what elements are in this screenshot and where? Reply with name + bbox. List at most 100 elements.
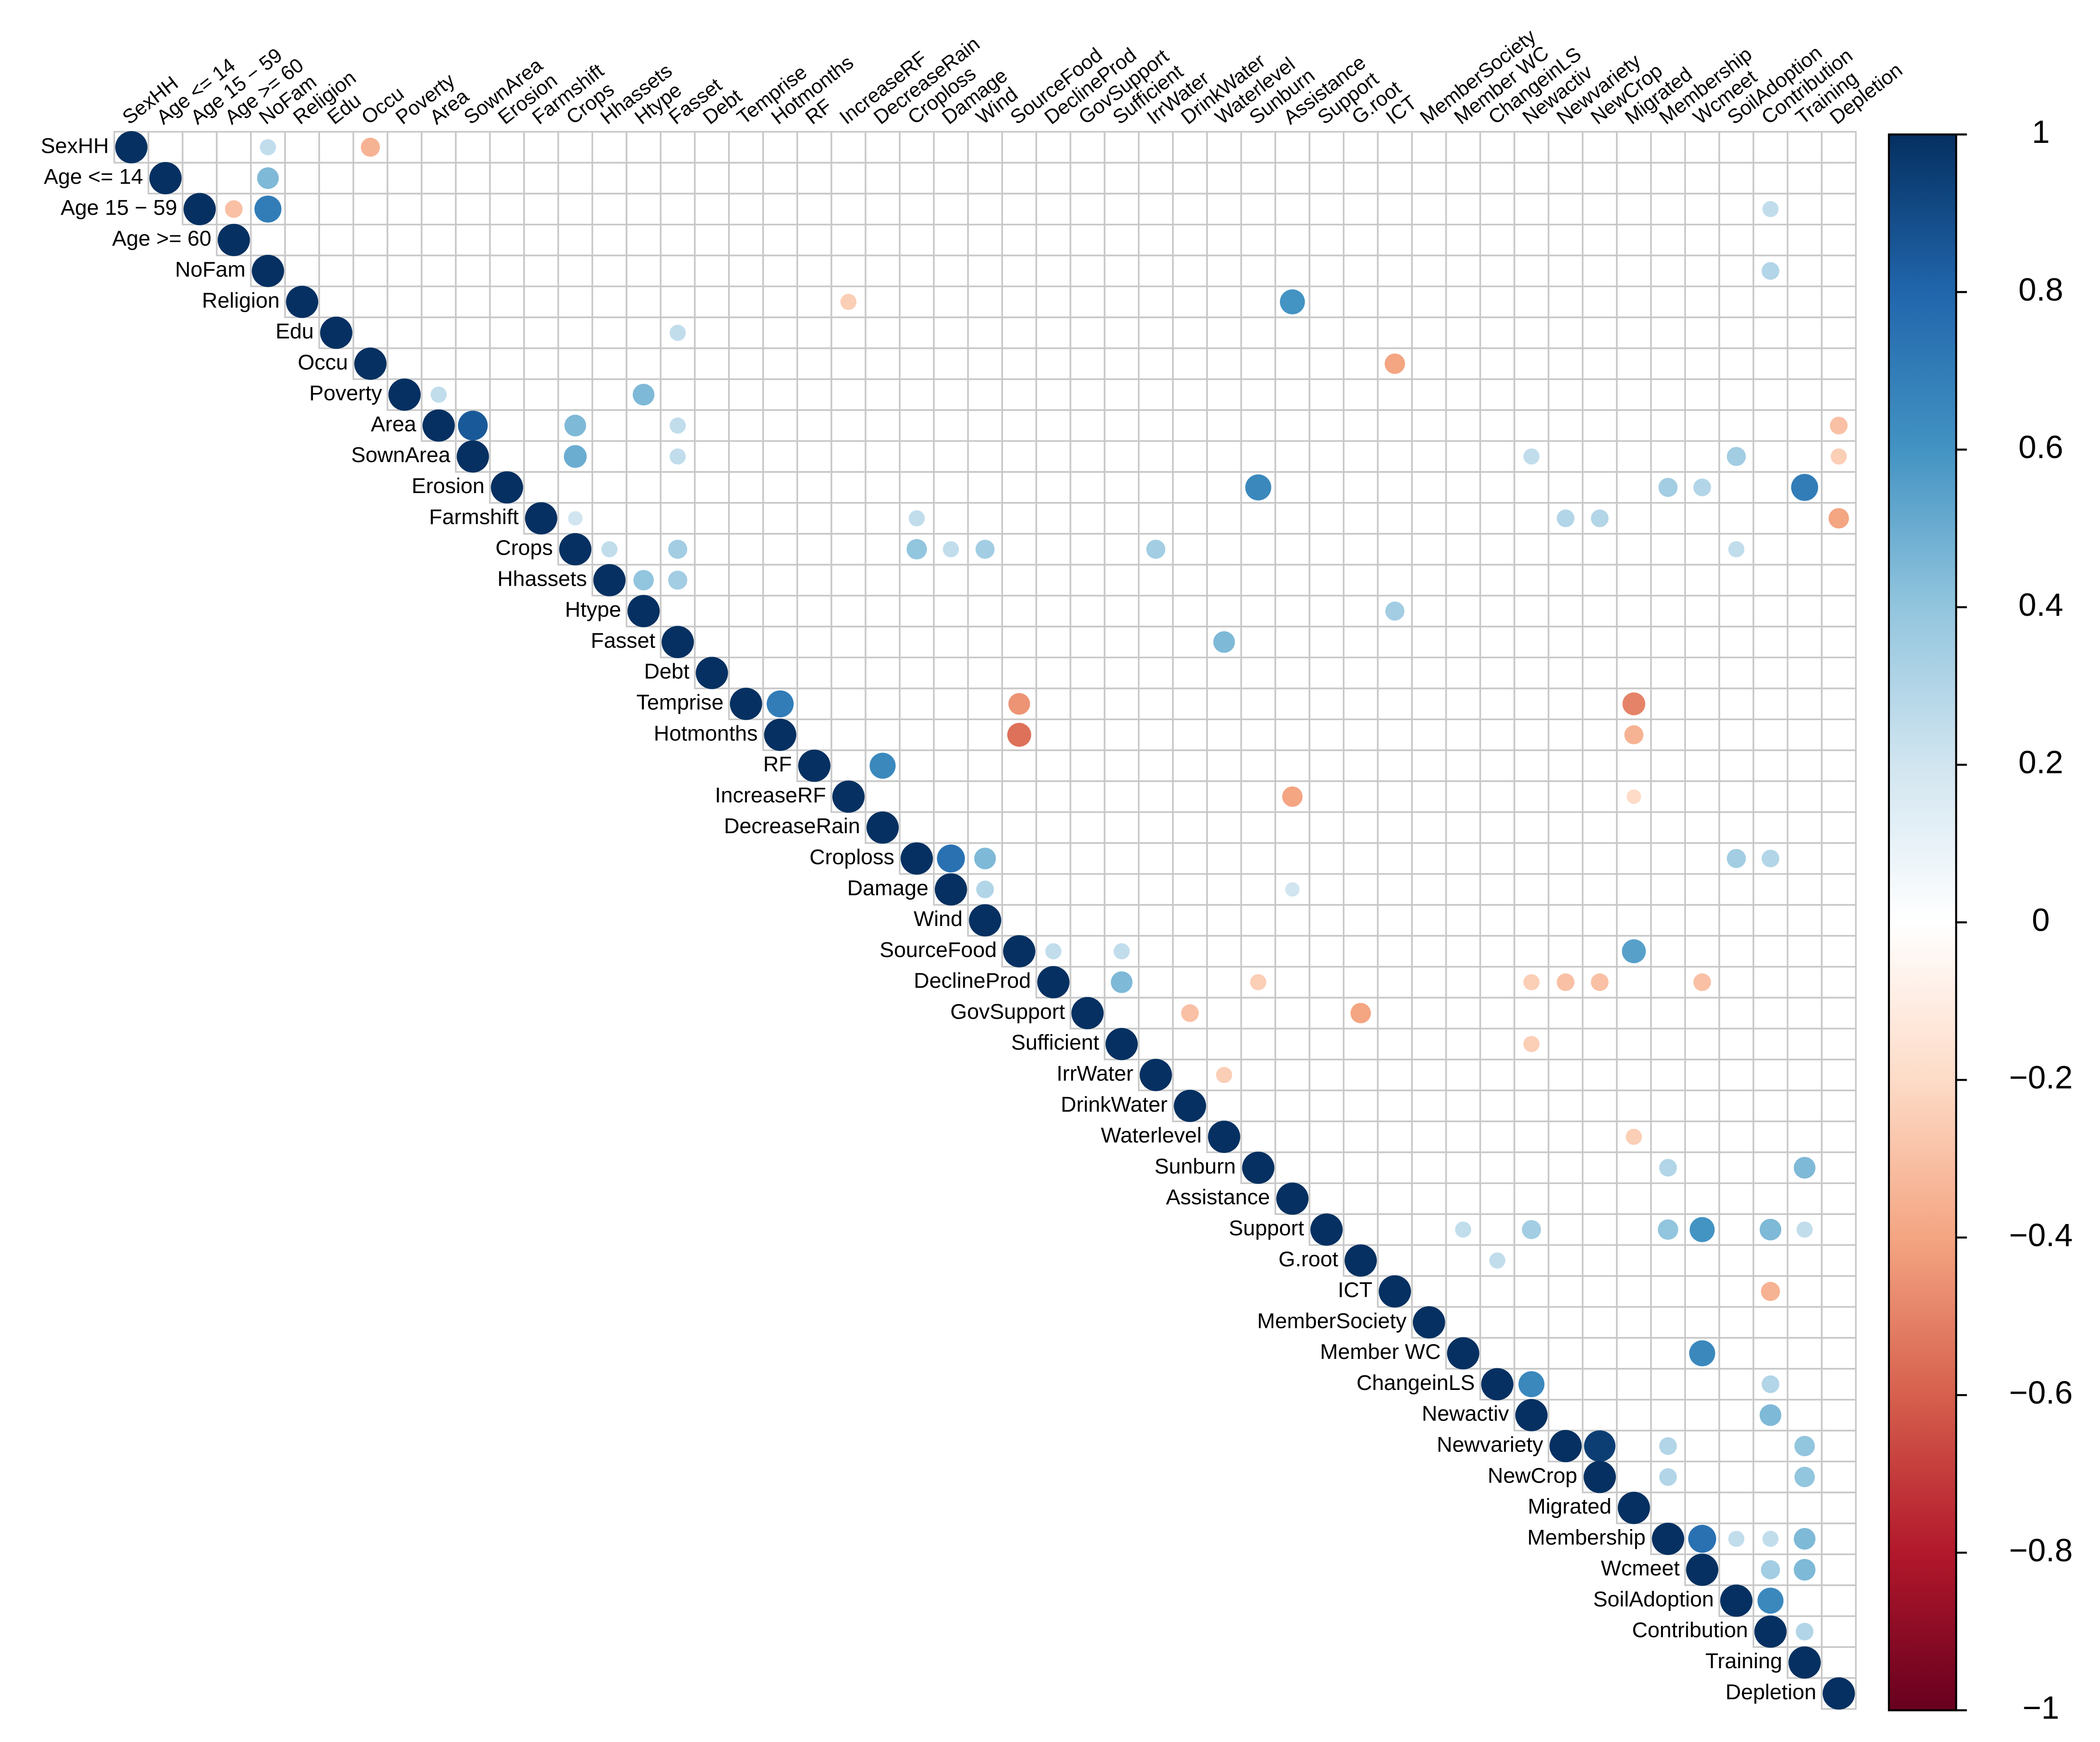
grid-cell: [1274, 904, 1310, 937]
correlation-dot: [601, 541, 618, 557]
row-label: Age >= 60: [112, 227, 212, 251]
grid-cell: [1240, 842, 1277, 875]
grid-cell: [1616, 1244, 1652, 1277]
correlation-dot: [906, 539, 927, 560]
grid-cell: [831, 718, 867, 751]
grid-cell: [1787, 811, 1823, 844]
grid-cell: [1240, 687, 1277, 721]
grid-cell: [967, 347, 1003, 380]
grid-cell: [1445, 409, 1481, 442]
grid-cell: [1616, 193, 1652, 226]
grid-cell: [1684, 1399, 1720, 1432]
grid-cell: [1309, 285, 1345, 318]
correlation-dot: [458, 410, 488, 440]
row-label: Area: [371, 412, 416, 436]
grid-cell: [1377, 842, 1413, 875]
grid-cell: [1752, 533, 1788, 566]
grid-cell: [933, 471, 969, 504]
grid-cell: [762, 285, 798, 318]
grid-cell: [1172, 378, 1208, 411]
grid-cell: [1001, 533, 1037, 566]
grid-cell: [1035, 502, 1072, 535]
grid-cell: [1172, 254, 1208, 287]
grid-cell: [1274, 657, 1310, 690]
grid-cell: [1582, 1213, 1618, 1246]
grid-cell: [1104, 904, 1140, 937]
grid-cell: [694, 378, 730, 411]
grid-cell: [831, 162, 867, 195]
grid-cell: [1616, 1275, 1652, 1308]
grid-cell: [796, 162, 832, 195]
row-label: NewCrop: [1488, 1463, 1577, 1487]
grid-cell: [454, 347, 491, 380]
grid-cell: [1035, 533, 1072, 566]
grid-cell: [1035, 687, 1072, 721]
grid-cell: [557, 254, 594, 287]
grid-cell: [557, 223, 594, 257]
grid-cell: [831, 409, 867, 442]
grid-cell: [1240, 162, 1277, 195]
grid-cell: [1582, 687, 1618, 721]
correlation-dot: [866, 811, 899, 844]
grid-cell: [1172, 935, 1208, 968]
grid-cell: [933, 193, 969, 226]
grid-cell: [1343, 223, 1379, 257]
grid-cell: [1445, 502, 1481, 535]
grid-cell: [1274, 965, 1310, 999]
grid-cell: [1752, 965, 1788, 999]
grid-cell: [1650, 162, 1686, 195]
grid-cell: [967, 811, 1003, 844]
grid-cell: [1172, 718, 1208, 751]
grid-cell: [1104, 502, 1140, 535]
correlation-dot: [1384, 353, 1405, 374]
grid-cell: [1138, 502, 1174, 535]
grid-cell: [1582, 285, 1618, 318]
grid-cell: [1650, 1368, 1686, 1401]
grid-cell: [933, 718, 969, 751]
grid-cell: [1206, 502, 1242, 535]
correlation-dot: [943, 541, 959, 557]
grid-cell: [1821, 1460, 1857, 1493]
grid-cell: [1616, 223, 1652, 257]
correlation-dot: [1762, 1530, 1779, 1547]
grid-cell: [1582, 471, 1618, 504]
grid-cell: [1582, 718, 1618, 751]
correlation-dot: [1139, 1059, 1172, 1091]
grid-cell: [1821, 687, 1857, 721]
grid-cell: [864, 223, 901, 257]
correlation-dot: [1591, 973, 1609, 991]
grid-cell: [421, 162, 457, 195]
grid-cell: [1309, 1090, 1345, 1122]
correlation-dot: [1105, 1028, 1138, 1060]
grid-cell: [1343, 965, 1379, 999]
grid-cell: [557, 471, 594, 504]
correlation-dot: [1757, 1587, 1784, 1614]
grid-cell: [1240, 935, 1277, 968]
grid-cell: [762, 502, 798, 535]
grid-cell: [1616, 440, 1652, 473]
correlation-dot: [1828, 508, 1849, 529]
grid-cell: [1752, 285, 1788, 318]
grid-cell: [1650, 502, 1686, 535]
grid-cell: [1752, 409, 1788, 442]
grid-cell: [796, 502, 832, 535]
correlation-dot: [1037, 966, 1070, 998]
grid-cell: [1787, 842, 1823, 875]
grid-cell: [1104, 687, 1140, 721]
correlation-dot: [1728, 1530, 1745, 1547]
grid-cell: [523, 316, 559, 349]
correlation-dot: [1622, 939, 1646, 964]
grid-cell: [1718, 502, 1755, 535]
grid-cell: [1411, 131, 1447, 164]
grid-cell: [1513, 254, 1550, 287]
grid-cell: [1069, 502, 1105, 535]
grid-cell: [1752, 1491, 1788, 1524]
grid-cell: [1479, 1120, 1515, 1153]
grid-cell: [1274, 564, 1310, 596]
grid-cell: [1787, 409, 1823, 442]
grid-cell: [1377, 1182, 1413, 1215]
grid-cell: [1377, 873, 1413, 906]
grid-cell: [1821, 1615, 1857, 1648]
row-label: Newvariety: [1437, 1433, 1543, 1457]
grid-cell: [1377, 935, 1413, 968]
